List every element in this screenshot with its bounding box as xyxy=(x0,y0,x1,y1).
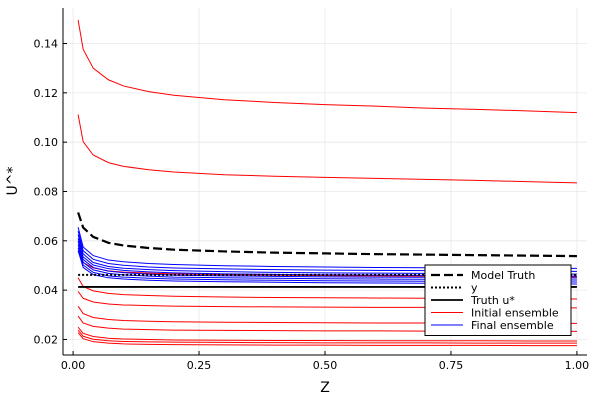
series-line-3 xyxy=(77,19,577,114)
series-line-11 xyxy=(77,329,577,344)
y-ticks: 0.02 0.04 0.06 0.08 0.10 0.12 0.14 xyxy=(34,38,67,346)
legend-label: Model Truth xyxy=(471,269,535,282)
y-tick-label: 0.08 xyxy=(34,185,59,198)
y-tick-label: 0.02 xyxy=(34,333,59,346)
legend-label: y xyxy=(471,282,478,295)
x-tick-label: 0.75 xyxy=(439,359,464,372)
legend-label: Final ensemble xyxy=(471,319,554,332)
x-axis-label: Z xyxy=(320,380,330,396)
grid-lines xyxy=(63,8,587,355)
legend-label: Truth u* xyxy=(470,294,515,307)
y-tick-label: 0.04 xyxy=(34,284,59,297)
y-tick-label: 0.14 xyxy=(34,38,59,51)
y-tick-label: 0.10 xyxy=(34,136,59,149)
x-tick-label: 1.00 xyxy=(565,359,590,372)
x-tick-label: 0.25 xyxy=(187,359,212,372)
y-tick-label: 0.12 xyxy=(34,87,59,100)
series-line-0 xyxy=(77,212,577,258)
series-line-12 xyxy=(77,332,577,347)
series-line-4 xyxy=(77,114,577,184)
x-tick-label: 0.00 xyxy=(61,359,86,372)
series-line-10 xyxy=(77,326,577,342)
legend-label: Initial ensemble xyxy=(471,307,559,320)
y-axis-label: U^* xyxy=(5,167,21,196)
x-tick-label: 0.50 xyxy=(313,359,338,372)
x-ticks: 0.00 0.25 0.50 0.75 1.00 xyxy=(61,351,589,372)
y-tick-label: 0.06 xyxy=(34,235,59,248)
